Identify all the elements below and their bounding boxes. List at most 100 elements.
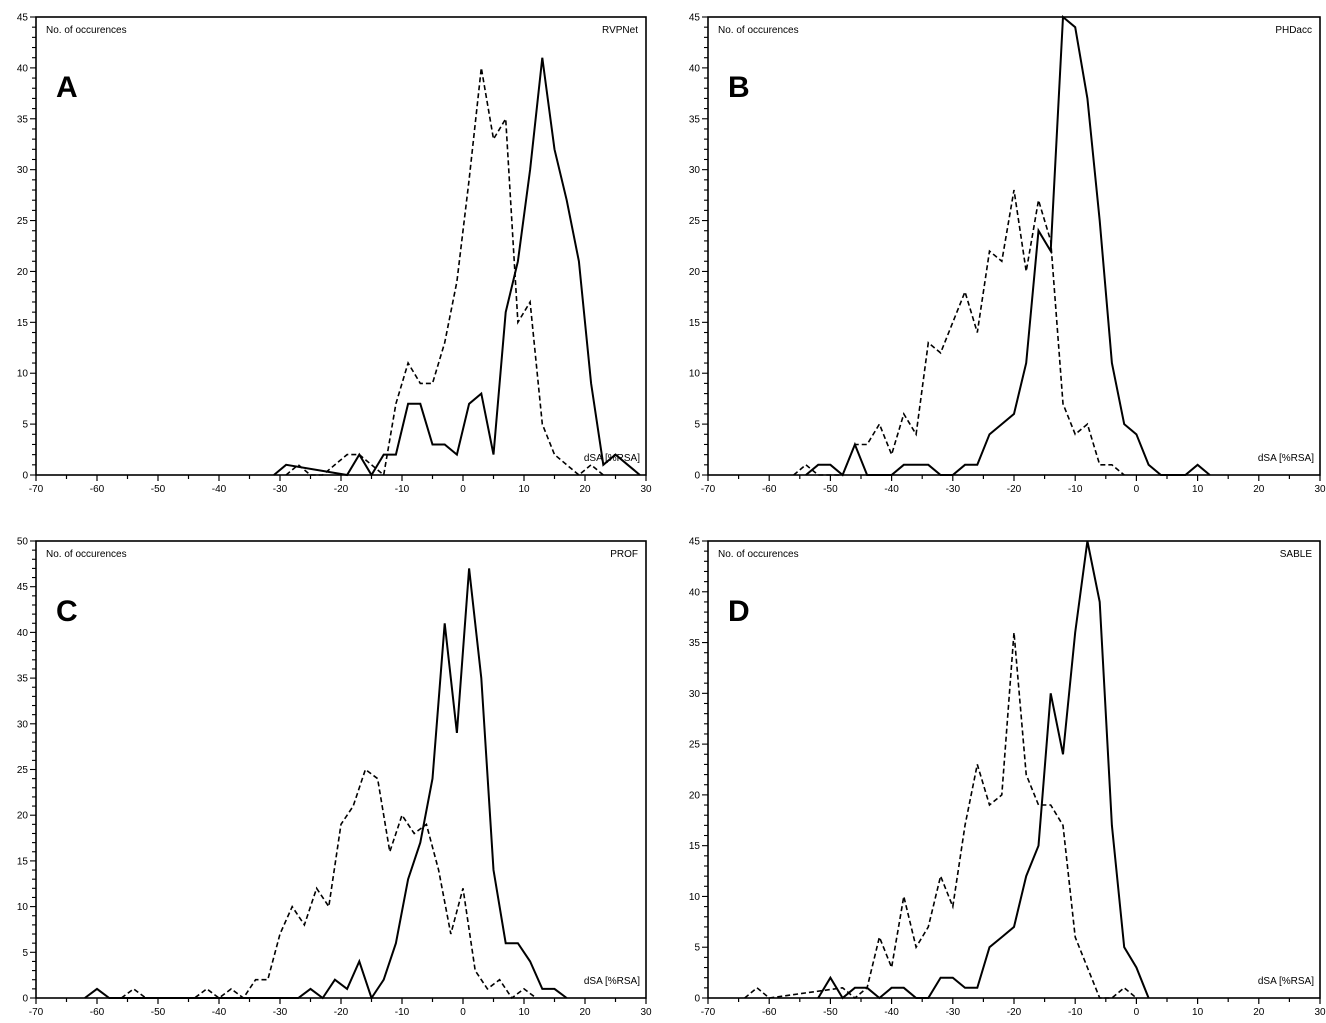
x-tick-label: -60	[762, 484, 777, 495]
x-tick-label: -70	[701, 484, 716, 495]
plot-frame	[707, 16, 1321, 476]
x-tick-label: -30	[273, 484, 288, 495]
series-line-dashed	[793, 189, 1125, 476]
series-line-solid	[273, 57, 641, 477]
x-tick-label: -60	[90, 1007, 105, 1018]
y-axis-label: No. of occurences	[46, 25, 127, 36]
y-tick-label: 5	[694, 420, 700, 431]
x-axis-label: dSA [%RSA]	[1258, 976, 1314, 987]
method-label: SABLE	[1280, 549, 1313, 560]
y-axis-label: No. of occurences	[46, 549, 127, 560]
y-tick-label: 45	[689, 13, 701, 24]
y-tick-label: 45	[17, 582, 29, 593]
series-line-dashed	[744, 632, 1137, 1000]
x-tick-label: -10	[395, 484, 410, 495]
x-tick-label: -70	[701, 1007, 716, 1018]
y-tick-label: 15	[17, 318, 29, 329]
x-tick-label: 0	[1134, 484, 1140, 495]
series-line-solid	[805, 14, 1211, 477]
x-tick-label: 20	[579, 484, 591, 495]
x-tick-label: 30	[640, 484, 652, 495]
plot-frame	[35, 540, 647, 999]
x-tick-label: 30	[1314, 1007, 1326, 1018]
y-tick-label: 40	[689, 587, 701, 598]
x-axis-label: dSA [%RSA]	[584, 976, 640, 987]
x-tick-label: 0	[460, 484, 466, 495]
x-tick-label: -60	[90, 484, 105, 495]
y-tick-label: 45	[17, 13, 29, 24]
y-tick-label: 20	[17, 811, 29, 822]
x-tick-label: -30	[946, 484, 961, 495]
panel-letter: D	[728, 595, 750, 628]
series-line-dashed	[285, 67, 604, 477]
y-tick-label: 5	[22, 420, 28, 431]
y-tick-label: 40	[689, 63, 701, 74]
x-tick-label: -20	[1007, 484, 1022, 495]
y-tick-label: 45	[689, 537, 701, 548]
y-tick-label: 0	[22, 471, 28, 482]
x-tick-label: -60	[762, 1007, 777, 1018]
x-tick-label: -20	[1007, 1007, 1022, 1018]
panel-letter: A	[56, 71, 78, 104]
x-tick-label: 10	[518, 1007, 530, 1018]
x-tick-label: 20	[1253, 1007, 1265, 1018]
x-tick-label: -40	[884, 1007, 899, 1018]
series-line-solid	[817, 540, 1150, 1000]
panel-letter: B	[728, 71, 750, 104]
x-tick-label: -30	[273, 1007, 288, 1018]
y-tick-label: 10	[17, 902, 29, 913]
series-line-solid	[84, 568, 568, 1001]
x-tick-label: -40	[884, 484, 899, 495]
y-axis-label: No. of occurences	[718, 549, 799, 560]
x-tick-label: -20	[334, 484, 349, 495]
x-tick-label: 20	[1253, 484, 1265, 495]
x-tick-label: 30	[640, 1007, 652, 1018]
y-tick-label: 15	[689, 841, 701, 852]
y-tick-label: 0	[694, 471, 700, 482]
y-tick-label: 30	[17, 719, 29, 730]
method-label: PROF	[610, 549, 638, 560]
method-label: RVPNet	[602, 25, 638, 36]
x-tick-label: 30	[1314, 484, 1326, 495]
series-line-dashed	[120, 768, 537, 1000]
y-tick-label: 20	[17, 267, 29, 278]
y-tick-label: 35	[17, 674, 29, 685]
plot-frame	[707, 540, 1321, 999]
plot-frame	[35, 16, 647, 476]
x-tick-label: -50	[151, 484, 166, 495]
y-tick-label: 20	[689, 267, 701, 278]
x-tick-label: -10	[395, 1007, 410, 1018]
x-tick-label: -10	[1068, 1007, 1083, 1018]
chart-panel-d: -70 -60 -50 -40 -30 -20 -10 0 10 20 30 0 5 10 15 20 25 30…	[689, 537, 1326, 1019]
y-tick-label: 35	[689, 638, 701, 649]
x-tick-label: 10	[1192, 1007, 1204, 1018]
y-tick-label: 10	[689, 369, 701, 380]
y-tick-label: 30	[689, 689, 701, 700]
x-tick-label: -40	[212, 484, 227, 495]
chart-panel-b: -70 -60 -50 -40 -30 -20 -10 0 10 20 30 0 5 10 15 20 25 30…	[689, 13, 1326, 496]
panel-letter: C	[56, 595, 78, 628]
x-tick-label: 0	[1134, 1007, 1140, 1018]
y-tick-label: 25	[17, 765, 29, 776]
y-tick-label: 30	[17, 165, 29, 176]
y-tick-label: 35	[17, 114, 29, 125]
x-tick-label: 10	[518, 484, 530, 495]
y-tick-label: 35	[689, 114, 701, 125]
x-tick-label: -50	[823, 484, 838, 495]
y-tick-label: 40	[17, 63, 29, 74]
x-tick-label: -70	[29, 1007, 44, 1018]
y-tick-label: 0	[694, 994, 700, 1005]
x-tick-label: 20	[579, 1007, 591, 1018]
method-label: PHDacc	[1275, 25, 1312, 36]
y-tick-label: 10	[17, 369, 29, 380]
x-axis-label: dSA [%RSA]	[1258, 453, 1314, 464]
y-tick-label: 50	[17, 537, 29, 548]
y-tick-label: 25	[17, 216, 29, 227]
y-tick-label: 40	[17, 628, 29, 639]
x-tick-label: 0	[460, 1007, 466, 1018]
y-tick-label: 20	[689, 790, 701, 801]
x-tick-label: -40	[212, 1007, 227, 1018]
y-axis-label: No. of occurences	[718, 25, 799, 36]
y-tick-label: 5	[22, 948, 28, 959]
y-tick-label: 30	[689, 165, 701, 176]
